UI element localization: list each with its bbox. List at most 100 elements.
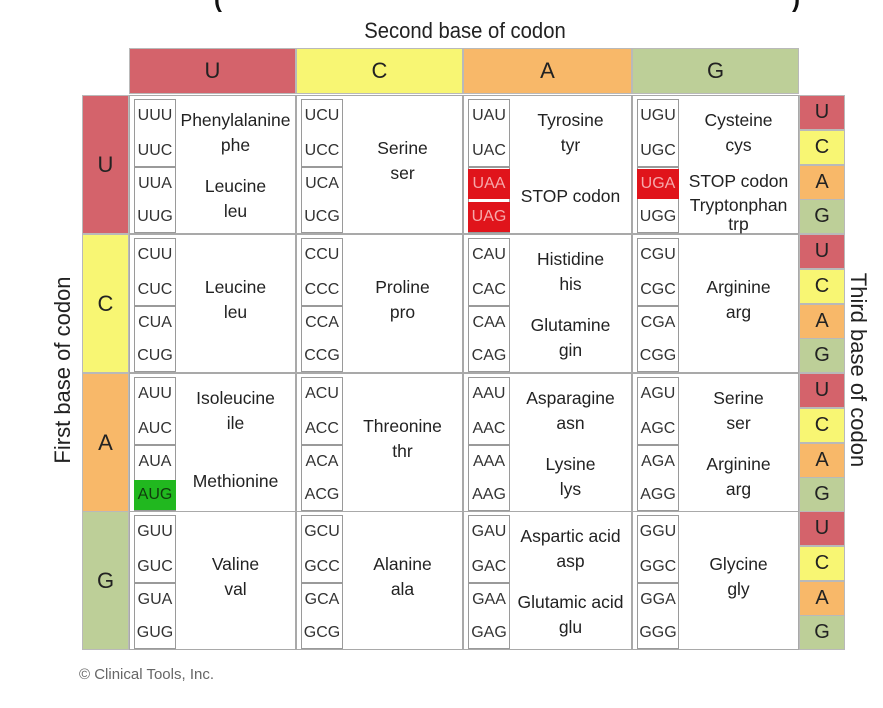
third-base-a-row-4: A bbox=[799, 581, 845, 616]
codon-gcu: GCU bbox=[304, 523, 340, 540]
codon-agc: AGC bbox=[640, 420, 676, 437]
first-base-header-c: C bbox=[82, 234, 129, 373]
amino-acid-line: Aspartic acid bbox=[520, 526, 621, 546]
amino-acid-label: Glutamic acid glu bbox=[512, 590, 629, 648]
codon-uga: UGA bbox=[637, 169, 679, 199]
codon-box bbox=[468, 515, 510, 583]
amino-acid-line: cys bbox=[725, 135, 752, 155]
amino-acid-line: Glutamine bbox=[530, 315, 611, 335]
codon-box bbox=[301, 238, 343, 306]
codon-box bbox=[468, 238, 510, 306]
codon-cau: CAU bbox=[472, 246, 506, 263]
third-base-c-row-2: C bbox=[799, 269, 845, 304]
codon-acg: ACG bbox=[304, 486, 340, 503]
codon-gua: GUA bbox=[137, 591, 173, 608]
codon-aau: AAU bbox=[472, 385, 506, 402]
codon-guc: GUC bbox=[137, 558, 173, 575]
codon-agu: AGU bbox=[640, 385, 676, 402]
codon-cua: CUA bbox=[138, 314, 172, 331]
amino-acid-label: STOP codon bbox=[512, 184, 629, 209]
amino-acid-line: arg bbox=[725, 302, 752, 322]
first-base-header-a: A bbox=[82, 373, 129, 512]
top-cropped-paren-right: ) bbox=[792, 0, 800, 14]
codon-gag: GAG bbox=[471, 624, 507, 641]
amino-acid-line: tyr bbox=[560, 135, 581, 155]
third-base-c-row-4: C bbox=[799, 546, 845, 581]
codon-cag: CAG bbox=[471, 347, 507, 364]
codon-cell-cc: CCU CCC CCA CCG Proline pro bbox=[296, 234, 463, 373]
amino-acid-line: asp bbox=[556, 551, 585, 571]
codon-box bbox=[134, 515, 176, 583]
codon-gcc: GCC bbox=[304, 558, 340, 575]
amino-acid-line: thr bbox=[392, 441, 413, 461]
amino-acid-line: his bbox=[559, 274, 582, 294]
codon-box bbox=[637, 306, 679, 372]
amino-acid-label: Histidine his bbox=[512, 247, 629, 305]
codon-cell-gu: GUU GUC GUA GUG Valine val bbox=[129, 511, 296, 650]
codon-cca: CCA bbox=[305, 314, 339, 331]
amino-acid-label: Alanine ala bbox=[345, 552, 460, 610]
codon-gau: GAU bbox=[471, 523, 507, 540]
amino-acid-line: Phenylalanine bbox=[180, 110, 291, 130]
codon-box bbox=[301, 306, 343, 372]
codon-guu: GUU bbox=[137, 523, 173, 540]
codon-box bbox=[468, 445, 510, 511]
codon-cell-aa: AAU AAC AAA AAG Asparagine asn Lysine lys bbox=[463, 373, 632, 512]
codon-cell-au: AUU AUC AUA AUG Isoleucine ile Methioninemet (… bbox=[129, 373, 296, 529]
amino-acid-label: Leucine leu bbox=[178, 174, 293, 232]
second-base-header-u: U bbox=[129, 48, 296, 94]
codon-box bbox=[468, 99, 510, 167]
codon-uau: UAU bbox=[472, 107, 506, 124]
third-base-g-row-3: G bbox=[799, 477, 845, 512]
third-base-u-row-1: U bbox=[799, 95, 845, 130]
codon-ggg: GGG bbox=[639, 624, 677, 641]
third-base-title: Third base of codon bbox=[846, 272, 871, 468]
codon-box bbox=[301, 167, 343, 233]
top-cropped-paren-left: ( bbox=[214, 0, 222, 14]
amino-acid-line: ile bbox=[226, 413, 245, 433]
codon-cgg: CGG bbox=[639, 347, 677, 364]
codon-cug: CUG bbox=[137, 347, 173, 364]
codon-uug: UUG bbox=[137, 208, 173, 225]
amino-acid-line: arg bbox=[725, 479, 752, 499]
third-base-a-row-2: A bbox=[799, 304, 845, 339]
amino-acid-line: Leucine bbox=[204, 176, 267, 196]
codon-cuu: CUU bbox=[137, 246, 173, 263]
codon-gcg: GCG bbox=[303, 624, 341, 641]
amino-acid-label: Arginine arg bbox=[681, 275, 796, 333]
codon-gug: GUG bbox=[136, 624, 174, 641]
codon-acu: ACU bbox=[305, 385, 339, 402]
codon-uag: UAG bbox=[468, 202, 510, 232]
codon-cell-uc: UCU UCC UCA UCG Serine ser bbox=[296, 95, 463, 234]
amino-acid-label: Cysteine cys bbox=[681, 108, 796, 166]
codon-box bbox=[468, 583, 510, 649]
amino-acid-line: phe bbox=[220, 135, 251, 155]
codon-cell-cg: CGU CGC CGA CGG Arginine arg bbox=[632, 234, 799, 373]
codon-aua: AUA bbox=[138, 453, 172, 470]
codon-gga: GGA bbox=[640, 591, 676, 608]
codon-box bbox=[301, 515, 343, 583]
codon-box bbox=[134, 99, 176, 167]
codon-cell-cu: CUU CUC CUA CUG Leucine leu bbox=[129, 234, 296, 373]
codon-gca: GCA bbox=[304, 591, 340, 608]
third-base-u-row-4: U bbox=[799, 511, 845, 546]
codon-cell-gc: GCU GCC GCA GCG Alanine ala bbox=[296, 511, 463, 650]
amino-acid-line: val bbox=[224, 579, 247, 599]
amino-acid-line: Glutamic acid bbox=[517, 592, 624, 612]
amino-acid-line: Asparagine bbox=[526, 388, 615, 408]
first-base-header-g: G bbox=[82, 511, 129, 650]
amino-acid-line: STOP codon bbox=[688, 171, 789, 191]
codon-gaa: GAA bbox=[472, 591, 506, 608]
amino-acid-line: Arginine bbox=[706, 454, 771, 474]
codon-acc: ACC bbox=[305, 420, 339, 437]
codon-uac: UAC bbox=[472, 142, 506, 159]
codon-box bbox=[468, 377, 510, 445]
second-base-title: Second base of codon bbox=[364, 18, 566, 43]
codon-box bbox=[637, 99, 679, 167]
amino-acid-label: Tryptonphan trp bbox=[681, 196, 796, 234]
codon-aga: AGA bbox=[641, 453, 675, 470]
amino-acid-line: leu bbox=[223, 201, 248, 221]
amino-acid-line: gin bbox=[558, 340, 583, 360]
amino-acid-line: glu bbox=[558, 617, 583, 637]
amino-acid-label: Serine ser bbox=[681, 386, 796, 444]
